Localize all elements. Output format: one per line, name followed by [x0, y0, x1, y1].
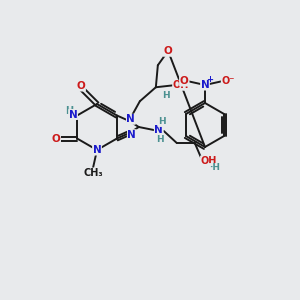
- Text: N: N: [69, 110, 77, 119]
- Text: OH: OH: [173, 80, 189, 90]
- Text: CH₃: CH₃: [83, 168, 103, 178]
- Text: H: H: [162, 91, 170, 100]
- Text: O⁻: O⁻: [221, 76, 235, 86]
- Text: +: +: [206, 74, 214, 83]
- Text: H: H: [158, 118, 166, 127]
- Text: H: H: [65, 106, 73, 116]
- Text: OH: OH: [201, 156, 217, 166]
- Text: N: N: [128, 130, 136, 140]
- Text: O: O: [76, 81, 85, 91]
- Text: N: N: [201, 80, 209, 90]
- Text: ·H: ·H: [209, 164, 220, 172]
- Text: O: O: [52, 134, 61, 143]
- Text: N: N: [154, 125, 163, 135]
- Text: N: N: [93, 145, 101, 155]
- Text: H: H: [156, 136, 164, 145]
- Text: O: O: [164, 46, 172, 56]
- Text: N: N: [127, 114, 135, 124]
- Text: O: O: [180, 76, 188, 86]
